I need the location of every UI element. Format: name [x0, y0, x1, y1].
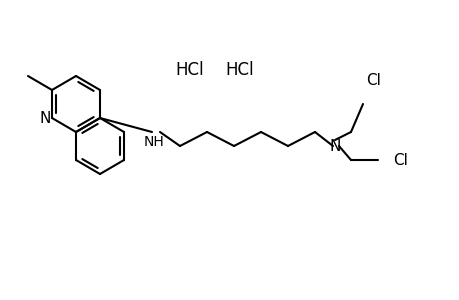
Text: HCl: HCl	[175, 61, 204, 79]
Text: N: N	[39, 110, 50, 125]
Text: Cl: Cl	[366, 73, 381, 88]
Text: Cl: Cl	[393, 152, 408, 167]
Text: N: N	[329, 139, 340, 154]
Text: HCl: HCl	[225, 61, 254, 79]
Text: NH: NH	[143, 135, 164, 149]
